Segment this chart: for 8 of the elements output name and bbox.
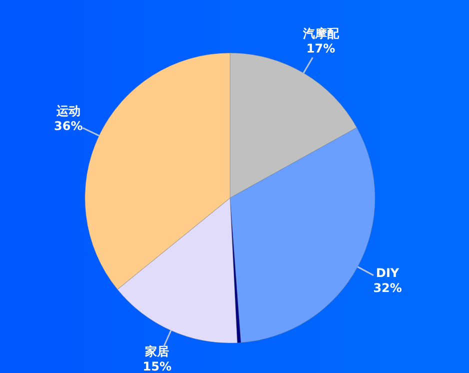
data-label: 32% <box>373 280 402 295</box>
slice-label: 汽摩配 <box>302 26 340 41</box>
slice-label: 家居 <box>144 344 170 358</box>
slice-label: 运动 <box>55 104 80 118</box>
slice-label: DIY <box>376 266 400 280</box>
data-label: 15% <box>142 359 172 373</box>
data-label: 17% <box>306 42 336 56</box>
data-label: 36% <box>54 119 83 134</box>
